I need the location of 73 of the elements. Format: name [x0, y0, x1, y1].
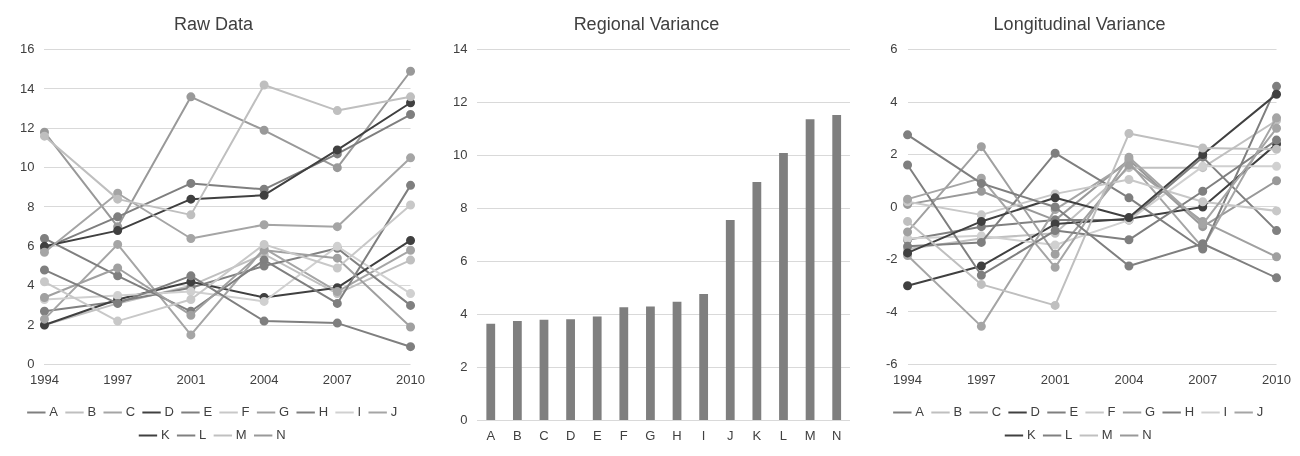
y-tick-label: 2	[890, 146, 898, 162]
y-tick-label: 10	[452, 147, 468, 163]
y-tick-label: 0	[27, 355, 35, 371]
x-tick-label: D	[565, 427, 576, 443]
y-tick-label: 4	[460, 306, 468, 322]
x-tick-label: B	[513, 427, 522, 443]
x-tick-label: 2001	[176, 371, 206, 387]
x-tick-label: N	[832, 427, 842, 443]
x-tick-label: I	[701, 427, 706, 443]
x-tick-label: 2007	[322, 371, 352, 387]
y-tick-label: 6	[27, 237, 35, 253]
y-tick-label: 10	[19, 159, 35, 175]
legend-label: H	[318, 404, 329, 420]
x-tick-label: 1994	[30, 371, 59, 387]
x-tick-label: M	[804, 427, 816, 443]
x-tick-label: F	[619, 427, 628, 443]
y-tick-label: 0	[890, 198, 898, 214]
x-tick-label: 2010	[1262, 371, 1291, 387]
legend-label: C	[991, 404, 1002, 420]
legend-label: F	[241, 404, 250, 420]
y-tick-label: 8	[27, 198, 35, 214]
chart-title: Longitudinal Variance	[993, 13, 1166, 34]
y-tick-label: 0	[460, 411, 468, 427]
x-tick-label: J	[727, 427, 734, 443]
x-tick-label: 1997	[103, 371, 133, 387]
legend-label: B	[87, 404, 97, 420]
legend-label: I	[357, 404, 362, 420]
legend-label: B	[953, 404, 963, 420]
y-tick-label: 12	[19, 119, 35, 135]
chart-title: Raw Data	[173, 13, 254, 34]
y-tick-label: 2	[460, 359, 468, 375]
x-tick-label: 1997	[966, 371, 996, 387]
y-tick-label: 2	[27, 316, 35, 332]
x-tick-label: H	[672, 427, 682, 443]
y-tick-label: -4	[886, 303, 898, 319]
y-tick-label: 14	[19, 80, 35, 96]
x-tick-label: E	[592, 427, 602, 443]
y-tick-label: -2	[886, 251, 898, 267]
legend-label: H	[1184, 404, 1195, 420]
chart-title: Regional Variance	[573, 13, 720, 34]
legend-label: D	[1030, 404, 1040, 420]
legend-label: J	[1256, 404, 1264, 420]
legend-label: G	[279, 404, 290, 420]
legend-label: I	[1223, 404, 1228, 420]
y-tick-label: 8	[460, 200, 468, 216]
x-tick-label: C	[539, 427, 549, 443]
y-tick-label: -6	[886, 355, 898, 371]
x-tick-label: 2001	[1040, 371, 1070, 387]
x-tick-label: K	[752, 427, 762, 443]
legend-label: F	[1107, 404, 1116, 420]
x-tick-label: 2004	[249, 371, 279, 387]
y-tick-label: 12	[452, 94, 468, 110]
y-tick-label: 14	[452, 41, 468, 57]
legend-label: C	[125, 404, 136, 420]
legend-label: E	[1069, 404, 1079, 420]
legend-label: D	[164, 404, 174, 420]
legend-label: J	[390, 404, 398, 420]
x-tick-label: 1994	[893, 371, 923, 387]
x-tick-label: 2010	[396, 371, 425, 387]
x-tick-label: 2007	[1188, 371, 1218, 387]
x-tick-label: L	[779, 427, 788, 443]
legend-label: A	[915, 404, 925, 420]
x-tick-label: A	[486, 427, 496, 443]
y-tick-label: 4	[890, 93, 898, 109]
y-tick-label: 6	[460, 253, 468, 269]
y-tick-label: 16	[19, 41, 35, 57]
y-tick-label: 4	[27, 277, 35, 293]
x-tick-label: G	[645, 427, 656, 443]
y-tick-label: 6	[890, 41, 898, 57]
legend-label: A	[49, 404, 59, 420]
x-tick-label: 2004	[1114, 371, 1144, 387]
legend-label: E	[203, 404, 213, 420]
legend-label: G	[1145, 404, 1156, 420]
